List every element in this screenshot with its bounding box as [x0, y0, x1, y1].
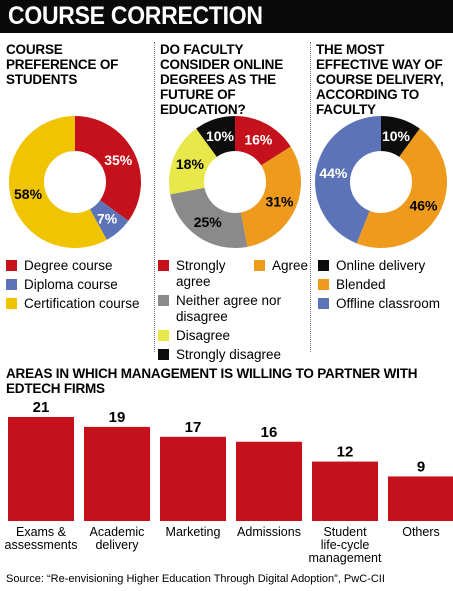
bar-chart-edtech-partnership: 21 Exams & assessments 19 Academic delivery 17…: [5, 399, 453, 565]
data-label-neither-agree-nor-disagree: 25%: [194, 214, 223, 230]
data-label-certification-course: 58%: [14, 186, 43, 202]
legend-label: Certification course: [24, 296, 140, 311]
legend-item-agree: Agree: [253, 258, 308, 290]
data-label-agree: 31%: [265, 193, 294, 209]
x-tick-label: Others: [402, 525, 440, 539]
pie-slice-diploma-course: [89, 200, 129, 240]
legend-swatch: [318, 279, 329, 290]
x-tick-label: Exams & assessments: [5, 525, 78, 552]
legend-item-strongly-disagree: Strongly disagree: [158, 347, 308, 363]
legend-item-online-delivery: Online delivery: [318, 258, 452, 274]
legend-swatch: [6, 279, 17, 290]
pie-slice-agree: [240, 146, 301, 247]
pie-slice-disagree: [169, 128, 217, 195]
pie-slice-blended: [356, 128, 448, 249]
panel-1-heading: Course preference of students: [6, 42, 119, 87]
bar-others: [388, 476, 453, 521]
data-label-online-delivery: 10%: [382, 128, 411, 144]
legend-item-degree-course: Degree course: [6, 258, 156, 274]
panel-2-heading: Do faculty consider online degrees as th…: [160, 42, 284, 117]
data-label-disagree: 18%: [176, 156, 205, 172]
panel-3-heading: The most effective way of course deliver…: [316, 42, 444, 117]
pie-slice-offline-classroom: [315, 116, 381, 244]
x-tick-label: Admissions: [237, 525, 301, 539]
bar-student-life-cycle-management: [312, 461, 378, 521]
source-note: Source: “Re-envisioning Higher Education…: [6, 573, 385, 585]
data-label-blended: 46%: [409, 197, 438, 213]
legend-label: Degree course: [24, 258, 113, 273]
legend-label: Disagree: [176, 328, 231, 343]
legend-label: Offline classroom: [336, 296, 441, 311]
pie-slice-strongly-agree: [235, 116, 291, 166]
legend-swatch: [158, 295, 169, 306]
legend-label: Neither agree nor disagree: [176, 293, 282, 324]
data-label-degree-course: 35%: [104, 152, 133, 168]
donut-chart-faculty-opinion: 16% 31% 25% 18%10%: [169, 116, 301, 248]
legend-item-blended: Blended: [318, 277, 452, 293]
pie-slice-online-delivery: [381, 116, 420, 157]
page-title: COURSE CORRECTION: [8, 2, 263, 30]
column-divider: [310, 42, 311, 352]
x-tick-label: Academic delivery: [90, 525, 145, 552]
title-bar: COURSE CORRECTION: [0, 0, 453, 33]
bar-value-label: 21: [33, 399, 50, 416]
legend-swatch: [158, 349, 169, 360]
bar-value-label: 9: [417, 458, 425, 475]
data-label-offline-classroom: 44%: [319, 165, 348, 181]
legend-item-certification-course: Certification course: [6, 296, 156, 312]
legend-label: Strongly disagree: [176, 347, 282, 362]
bar-marketing: [160, 436, 226, 521]
data-label-strongly-agree: 16%: [244, 131, 273, 147]
legend-item-neither-agree-nor-disagree: Neither agree nor disagree: [158, 293, 308, 325]
legend-swatch: [318, 298, 329, 309]
legend-swatch: [158, 260, 169, 271]
legend-label: Diploma course: [24, 277, 118, 292]
legend-label: Blended: [336, 277, 386, 292]
data-label-strongly-disagree: 10%: [206, 128, 235, 144]
legend-label: Online delivery: [336, 258, 426, 273]
legend-swatch: [318, 260, 329, 271]
bar-value-label: 16: [261, 424, 278, 441]
x-tick-label: Marketing: [166, 525, 221, 539]
bar-academic-delivery: [84, 426, 150, 521]
x-tick-label: Student life-cycle management: [309, 525, 382, 565]
bar-value-label: 17: [185, 419, 202, 436]
bar-value-label: 12: [337, 444, 354, 461]
pie-slice-certification-course: [9, 116, 107, 248]
legend-swatch: [6, 260, 17, 271]
legend-item-strongly-agree: Strongly agree: [158, 258, 246, 290]
legend-course-delivery: Online delivery Blended Offline classroom: [318, 258, 452, 315]
bar-value-label: 19: [109, 409, 126, 426]
bar-exams-assessments: [8, 417, 74, 521]
column-divider: [154, 42, 155, 352]
legend-swatch: [158, 330, 169, 341]
legend-row: Strongly agree Agree: [158, 258, 308, 293]
pie-slice-neither-agree-nor-disagree: [170, 187, 248, 248]
legend-course-preference: Degree course Diploma course Certification…: [6, 258, 156, 315]
pie-slice-degree-course: [75, 116, 141, 221]
legend-swatch: [6, 298, 17, 309]
data-label-diploma-course: 7%: [97, 210, 118, 226]
legend-item-offline-classroom: Offline classroom: [318, 296, 452, 312]
donut-chart-course-delivery: 10% 46% 44%: [315, 116, 448, 249]
legend-item-diploma-course: Diploma course: [6, 277, 156, 293]
legend-swatch: [253, 260, 265, 271]
donut-chart-course-preference: 35% 7% 58%: [9, 116, 141, 248]
legend-label: Strongly agree: [176, 258, 226, 289]
bar-chart-heading: Areas in which management is willing to …: [6, 366, 418, 396]
bar-admissions: [236, 441, 302, 521]
legend-item-disagree: Disagree: [158, 328, 308, 344]
legend-label: Agree: [271, 258, 308, 273]
legend-faculty-opinion: Strongly agree Agree Neither agree nor dis…: [158, 258, 308, 366]
pie-slice-strongly-disagree: [196, 116, 235, 157]
